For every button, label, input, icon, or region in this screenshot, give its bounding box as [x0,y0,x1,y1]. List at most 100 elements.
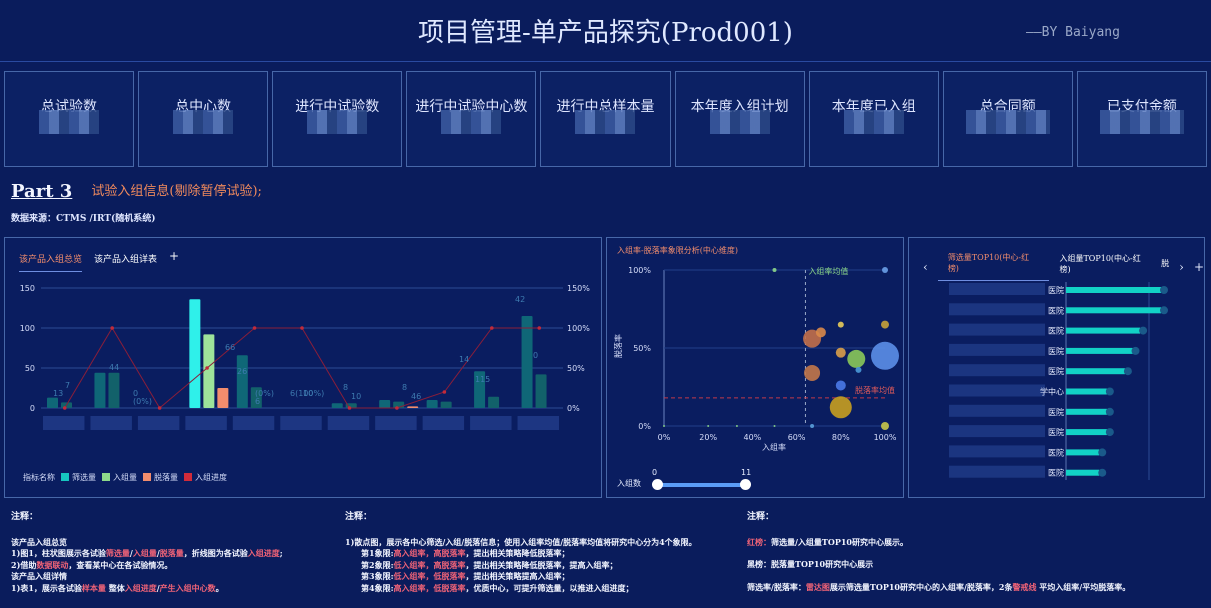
bar [474,371,486,408]
ranking-label: 医院 [1048,468,1064,478]
legend-item-dropout[interactable]: 脱落量 [143,472,178,483]
quadrant-scatter-chart: 100% 50% 0% 0% 20% 40% 60% 80% 100% 入组率 脱落率 入组率均值脱落… [613,266,899,452]
data-label: 7 [65,381,70,390]
data-label: 0 [133,389,138,398]
y-left-tick: 150 [20,284,35,293]
tab-enrollment-top10[interactable]: 入组量TOP10(中心-红榜) [1059,253,1141,274]
ranking-bar [1066,307,1161,314]
progress-point [62,406,67,410]
ranking-bar-marker [1123,367,1132,376]
note-line: 第1象限:高入组率，高脱落率，提出相关策略降低脱落率； [361,548,570,558]
data-label: 26 [237,367,247,376]
scatter-point [882,267,888,273]
y-right-tick: 0% [567,404,580,413]
kpi-card: 已支付金额 [1076,71,1207,167]
x-tick-label-masked [185,416,227,430]
bar [331,403,343,408]
kpi-card: 总中心数 [138,71,269,167]
kpi-card: 进行中试验中心数 [406,71,537,167]
tab-screening-top10[interactable]: 筛选量TOP10(中心-红榜) [937,252,1050,281]
slider-handle-max[interactable] [740,479,751,490]
note-line: 该产品入组总览 [11,536,67,547]
data-label: 0 [533,351,538,360]
progress-point [347,406,352,410]
ranking-bar-marker [1105,407,1114,416]
kpi-value-masked [709,110,770,134]
ranking-label-masked [949,323,1045,336]
ranking-label-masked [949,445,1045,458]
note-line: 第4象限:高入组率，低脱落率，优质中心，可提升筛选量，以推进入组进度； [361,582,634,593]
tab-enrollment-overview[interactable]: 该产品入组总览 [19,252,83,272]
tab-enrollment-detail[interactable]: 该产品入组详表 [94,255,158,265]
x-tick-label-masked [327,416,370,430]
scatter-point [881,320,889,329]
note-line: 第3象限:低入组率，低脱落率，提出相关策略提高入组率； [361,571,570,581]
bar [379,400,391,408]
bar [440,401,452,408]
ranking-label-masked [949,384,1045,397]
data-label: 6 [255,397,260,406]
data-label: 10 [351,392,361,401]
bar [203,334,215,408]
note-line: 筛选率/脱落率：雷达图展示筛选量TOP10研究中心的入组率/脱落率，2条警戒线 … [747,581,1131,592]
ranking-label-masked [949,283,1045,295]
kpi-value-masked [173,110,234,134]
progress-point [205,366,209,370]
data-label: (0%) [255,389,274,398]
data-label: 8 [343,383,348,392]
ranking-label: 医院 [1048,346,1064,356]
kpi-card: 进行中试验数 [272,71,403,167]
y-left-tick: 0 [30,404,35,413]
panel3-tabs: ‹ 筛选量TOP10(中心-红榜) 入组量TOP10(中心-红榜) 脱 › + [923,252,1204,281]
data-label: 10 [303,389,313,398]
bar [488,396,500,408]
bar [217,388,229,408]
notes-ranking: 注释： 红榜：筛选量/入组量TOP10研究中心展示。 黑榜：脱落量TOP10研究… [747,512,1207,593]
kpi-card: 总试验数 [4,71,135,167]
chevron-left-icon[interactable]: ‹ [923,259,928,274]
kpi-value-masked [39,110,100,134]
kpi-card: 本年度已入组 [808,71,939,167]
ranking-label-masked [949,404,1045,417]
x-tick: 60% [788,433,806,442]
author-label: ——BY Baiyang [1026,25,1120,40]
data-label: 46 [411,392,421,401]
chevron-right-icon[interactable]: › [1179,259,1184,274]
add-tab-icon[interactable]: + [169,249,180,263]
ranking-label-masked [949,364,1045,377]
kpi-value-masked [965,110,1050,134]
notes-title: 注释： [747,512,775,522]
bar [189,299,201,408]
ranking-bar [1066,408,1107,415]
avg-enroll-label: 入组率均值 [808,266,848,276]
progress-point [157,406,162,410]
y-right-tick: 150% [567,284,590,293]
bar [94,372,106,408]
section-heading: Part 3 试验入组信息(剔除暂停试验); [11,180,262,202]
legend-item-progress[interactable]: 入组进度 [184,472,227,483]
ranking-bar [1066,368,1125,375]
ranking-label: 医院 [1048,305,1064,315]
legend-label: 入组进度 [195,473,227,482]
data-label: 14 [459,355,469,364]
x-tick-label-masked [137,416,180,430]
legend-item-enrolled[interactable]: 入组量 [102,472,137,483]
y-axis-label: 脱落率 [613,334,623,358]
scatter-point [773,425,776,427]
note-line: 红榜：筛选量/入组量TOP10研究中心展示。 [747,536,908,547]
data-label: 44 [109,363,119,372]
section-subtitle: 试验入组信息(剔除暂停试验); [91,184,262,199]
x-tick-label-masked [517,416,559,430]
chart1-legend: 指标名称 筛选量 入组量 脱落量 入组进度 [23,472,227,483]
range-slider-track[interactable] [657,483,745,487]
legend-item-screened[interactable]: 筛选量 [61,472,96,483]
add-tab-icon[interactable]: + [1193,259,1204,274]
legend-label: 脱落量 [154,473,178,482]
x-tick-label-masked [375,416,417,430]
bar [426,400,438,408]
slider-handle-min[interactable] [652,479,663,490]
scatter-point [707,425,710,427]
ranking-label: 医院 [1048,326,1064,336]
scatter-point [855,366,862,373]
tab-dropout-top10[interactable]: 脱 [1161,259,1170,268]
